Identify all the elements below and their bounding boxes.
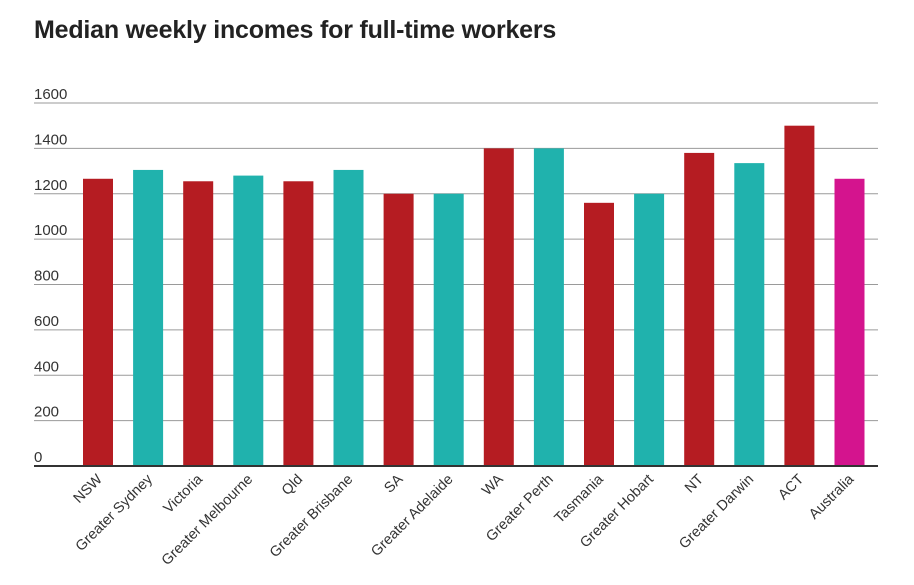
x-tick-label: NT (682, 471, 707, 496)
y-tick-label: 200 (34, 404, 59, 421)
y-tick-label: 600 (34, 313, 59, 330)
x-tick-label: ACT (775, 471, 807, 503)
chart-title: Median weekly incomes for full-time work… (34, 16, 557, 44)
bar (83, 178, 113, 466)
x-tick-label: Qld (279, 472, 306, 499)
x-tick-label: WA (479, 471, 507, 499)
bar (584, 202, 614, 466)
bar (433, 193, 464, 466)
bar (483, 148, 514, 466)
x-tick-label: NSW (71, 471, 106, 506)
y-axis-tick-labels: 0 200 400 600 800 1000 1200 1400 1600 (34, 86, 67, 466)
y-tick-label: 0 (34, 449, 42, 466)
bar (283, 181, 314, 466)
bar (734, 163, 765, 466)
bar (333, 169, 364, 466)
y-tick-label: 800 (34, 268, 59, 285)
y-tick-label: 1200 (34, 177, 67, 194)
bar (634, 193, 665, 466)
y-tick-label: 400 (34, 358, 59, 375)
y-tick-label: 1000 (34, 222, 67, 239)
x-tick-label: Greater Melbourne (159, 472, 256, 569)
y-tick-label: 1600 (34, 86, 67, 103)
bar (533, 148, 564, 466)
bar (834, 178, 865, 466)
bar (383, 193, 414, 466)
bar (183, 181, 214, 466)
bar (233, 175, 264, 466)
bars (83, 125, 865, 466)
bar (684, 152, 715, 466)
bar (133, 169, 164, 466)
bar (784, 125, 815, 466)
x-tick-label: Australia (806, 471, 858, 523)
x-tick-label: SA (381, 471, 406, 496)
x-tick-label: Victoria (161, 471, 207, 517)
y-tick-label: 1400 (34, 131, 67, 148)
